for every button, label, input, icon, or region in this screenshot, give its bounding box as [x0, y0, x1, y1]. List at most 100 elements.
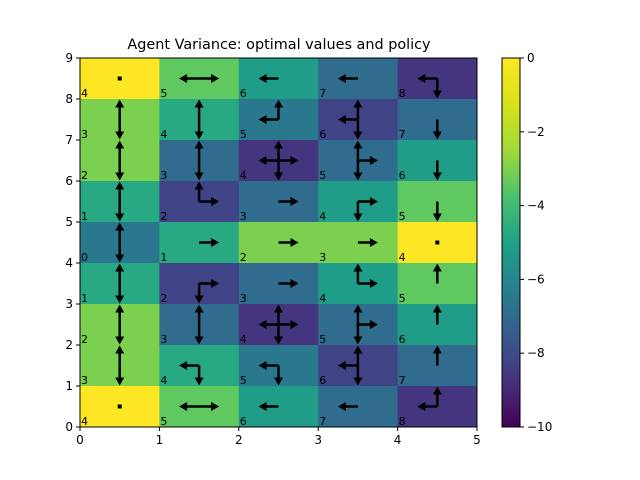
y-tick-label: 3 — [65, 297, 73, 311]
policy-arrow — [278, 238, 299, 247]
plot-frame — [79, 57, 478, 428]
heatmap-cell — [318, 58, 399, 100]
cell-value-label: 5 — [160, 415, 167, 428]
policy-arrow — [194, 99, 204, 140]
cell-value-label: 7 — [319, 415, 326, 428]
cell-value-label: 5 — [399, 210, 406, 223]
cell-value-label: 5 — [240, 128, 247, 141]
x-tick-label: 3 — [314, 433, 322, 447]
x-tick-label: 5 — [473, 433, 481, 447]
cell-value-label: 4 — [319, 210, 326, 223]
policy-arrow — [258, 74, 279, 83]
policy-arrow — [115, 140, 125, 181]
y-tick-label: 8 — [65, 92, 73, 106]
colorbar-tick-label: −4 — [527, 199, 545, 213]
policy-arrow — [115, 263, 125, 304]
policy-arrow — [353, 263, 378, 288]
colorbar-tick-label: −6 — [527, 272, 545, 286]
colorbar-tick-label: −2 — [527, 125, 545, 139]
heatmap-cell — [238, 386, 319, 428]
policy-arrow — [337, 74, 358, 83]
policy-arrow — [117, 76, 122, 81]
cell-value-label: 4 — [399, 251, 406, 264]
policy-arrow — [179, 402, 220, 411]
y-tick-label: 6 — [65, 174, 73, 188]
policy-arrow — [115, 345, 125, 386]
policy-arrow — [115, 181, 125, 222]
policy-arrow — [194, 181, 220, 206]
policy-arrow — [115, 99, 125, 140]
cell-value-label: 6 — [240, 415, 247, 428]
policy-arrow — [353, 197, 378, 222]
cell-value-label: 3 — [81, 128, 88, 141]
colorbar-tick-label: 0 — [527, 51, 535, 65]
policy-arrow — [199, 238, 220, 247]
x-tick-label: 0 — [76, 433, 84, 447]
chart-title: Agent Variance: optimal values and polic… — [127, 37, 431, 53]
x-tick-label: 1 — [156, 433, 164, 447]
policy-arrow — [432, 160, 442, 181]
policy-arrow — [194, 279, 220, 304]
cell-value-label: 3 — [160, 169, 167, 182]
cell-value-label: 4 — [81, 415, 88, 428]
policy-arrow — [417, 74, 442, 99]
policy-arrow — [115, 222, 125, 263]
policy-arrow — [258, 304, 299, 345]
y-tick-label: 4 — [65, 256, 73, 270]
policy-arrow — [353, 304, 378, 345]
cell-value-label: 7 — [399, 128, 406, 141]
policy-arrow — [417, 386, 442, 411]
cell-value-label: 2 — [81, 169, 88, 182]
cell-value-label: 6 — [399, 169, 406, 182]
policy-arrow — [194, 304, 204, 345]
cell-value-label: 3 — [160, 333, 167, 346]
policy-arrow — [432, 263, 442, 284]
colorbar-tick-label: −8 — [527, 346, 545, 360]
policy-arrow — [278, 279, 299, 288]
policy-arrow — [179, 361, 204, 386]
cell-value-label: 1 — [81, 292, 88, 305]
cell-value-label: 2 — [240, 251, 247, 264]
cell-value-label: 3 — [81, 374, 88, 387]
cell-value-label: 1 — [81, 210, 88, 223]
cell-value-label: 2 — [81, 333, 88, 346]
policy-arrow — [432, 345, 442, 366]
cell-value-label: 6 — [319, 374, 326, 387]
y-tick-label: 7 — [65, 133, 73, 147]
policy-arrow — [117, 404, 122, 409]
heatmap-cell — [318, 386, 399, 428]
policy-arrow — [258, 99, 283, 124]
cell-value-label: 4 — [81, 87, 88, 100]
policy-arrow — [432, 201, 442, 222]
cell-value-label: 5 — [319, 333, 326, 346]
cell-value-label: 8 — [399, 87, 406, 100]
cell-value-label: 3 — [240, 210, 247, 223]
colorbar — [501, 57, 521, 428]
cell-value-label: 5 — [319, 169, 326, 182]
policy-arrow — [435, 240, 440, 245]
cell-value-label: 0 — [81, 251, 88, 264]
policy-arrows — [115, 74, 442, 411]
colorbar-ticks: 0 −2 −4 −6 −8 −10 — [520, 51, 552, 434]
policy-arrow — [337, 99, 363, 140]
cell-value-label: 7 — [319, 87, 326, 100]
cell-value-label: 6 — [319, 128, 326, 141]
policy-arrow — [179, 74, 220, 83]
cell-value-label: 2 — [160, 210, 167, 223]
cell-value-label: 4 — [160, 374, 167, 387]
policy-arrow — [432, 304, 442, 325]
cell-value-label: 6 — [399, 333, 406, 346]
y-tick-label: 1 — [65, 379, 73, 393]
y-tick-label: 0 — [65, 420, 73, 434]
policy-arrow — [194, 140, 204, 181]
policy-arrow — [357, 238, 378, 247]
colorbar-tick-label: −10 — [527, 420, 552, 434]
policy-arrow — [432, 119, 442, 140]
x-tick-label: 2 — [235, 433, 243, 447]
heatmap-cell — [238, 58, 319, 100]
cell-value-label: 8 — [399, 415, 406, 428]
cell-value-label: 4 — [240, 333, 247, 346]
y-tick-label: 2 — [65, 338, 73, 352]
policy-arrow — [258, 402, 279, 411]
